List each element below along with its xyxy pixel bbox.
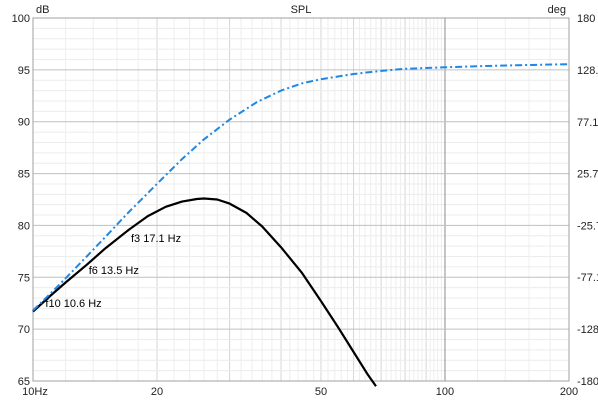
plot-frame	[32, 17, 570, 382]
y-right-tick-label: -25.7	[577, 220, 598, 232]
y-right-tick-label: 77.1	[577, 117, 598, 129]
y-axis-right-label: deg	[548, 4, 566, 16]
chart-title: SPL	[291, 4, 312, 16]
x-tick-label: 200	[560, 386, 578, 398]
y-left-tick-label: 85	[18, 169, 30, 181]
x-tick-label: 100	[436, 386, 454, 398]
series-layer	[32, 63, 570, 387]
y-right-tick-label: -77.1	[577, 272, 598, 284]
frequency-annotation: f3 17.1 Hz	[131, 233, 181, 245]
x-tick-label: 50	[315, 386, 327, 398]
x-tick-label: 10Hz	[22, 386, 48, 398]
minor-gridlines	[33, 18, 569, 381]
y-left-tick-label: 90	[18, 117, 30, 129]
y-axis-left-label: dB	[36, 4, 49, 16]
y-left-tick-label: 80	[18, 220, 30, 232]
dash-dot-response-line	[32, 63, 570, 312]
y-right-tick-label: 180	[577, 13, 595, 25]
frequency-annotation: f6 13.5 Hz	[89, 265, 139, 277]
y-right-tick-label: -180	[577, 376, 598, 388]
y-left-tick-label: 65	[18, 376, 30, 388]
y-left-tick-label: 95	[18, 65, 30, 77]
y-left-tick-label: 75	[18, 272, 30, 284]
y-left-tick-label: 70	[18, 324, 30, 336]
y-right-tick-label: 25.7	[577, 169, 598, 181]
y-left-tick-label: 100	[12, 13, 30, 25]
x-tick-label: 20	[151, 386, 163, 398]
spl-response-line	[32, 197, 377, 387]
y-right-tick-label: -128.	[577, 324, 598, 336]
major-gridlines	[33, 18, 569, 381]
frequency-annotation: f10 10.6 Hz	[45, 298, 101, 310]
label-layer: SPL dB deg 65 70 75 80 85 90 95 100 -180 -128. -77…	[12, 4, 598, 398]
y-right-tick-label: 128.	[577, 65, 598, 77]
